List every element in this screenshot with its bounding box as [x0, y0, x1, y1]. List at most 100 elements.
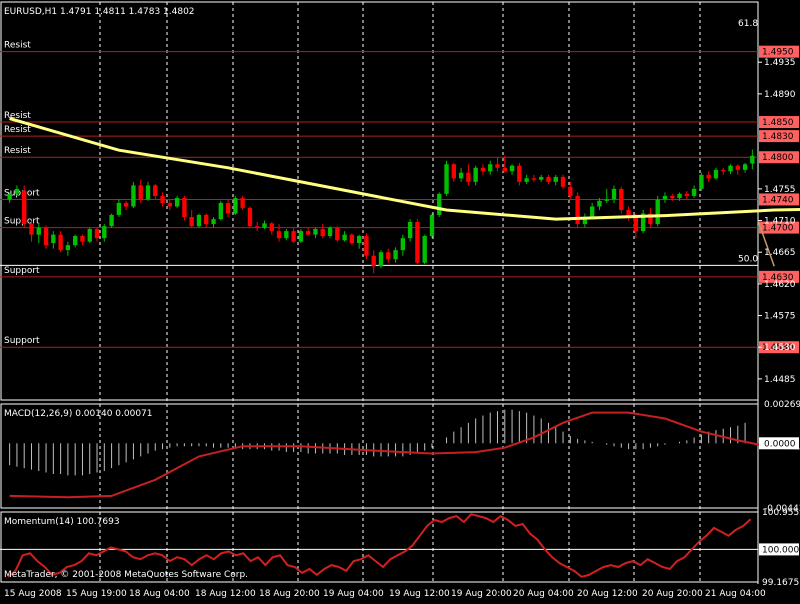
level-price-tag [759, 116, 799, 129]
level-price-tag [759, 221, 799, 234]
candle-body [648, 213, 653, 225]
candle-body [502, 167, 507, 172]
candle-body [167, 202, 173, 207]
level-price-tag [759, 270, 799, 283]
candle-body [320, 229, 325, 237]
time-tick-label: 18 Aug 12:00 [195, 589, 256, 599]
support-trendline [757, 220, 775, 267]
candle-body [742, 164, 748, 170]
candle-body [662, 195, 668, 200]
candle-body [553, 176, 558, 182]
candle-body [131, 185, 136, 207]
candle-body [247, 207, 253, 227]
candle-body [65, 245, 71, 251]
candle-body [451, 164, 456, 179]
level-price-tag-label: 1.4630 [762, 273, 794, 283]
macd-title: MACD(12,26,9) 0.00140 0.00071 [4, 409, 153, 419]
level-price-tag [759, 45, 799, 58]
grid-layer [0, 1, 759, 584]
candle-body [58, 234, 63, 251]
candle-body [364, 236, 369, 256]
copyright-text: MetaTrader, © 2001-2008 MetaQuotes Softw… [4, 570, 248, 580]
momentum-title: Momentum(14) 100.7693 [4, 517, 120, 527]
candle-body [415, 221, 420, 263]
price-tick-label: 1.4890 [764, 90, 796, 100]
level-label: Resist [4, 125, 31, 135]
candle-body [109, 214, 114, 227]
candle-body [640, 213, 646, 232]
candle-body [233, 198, 238, 214]
candle-body [473, 167, 478, 182]
price-tick-label: 1.4530 [764, 343, 796, 353]
candle-body [422, 236, 427, 263]
candle-body [255, 226, 260, 228]
candle-body [196, 214, 202, 227]
candle-body [575, 195, 580, 225]
candle-body [626, 210, 631, 218]
candle-body [218, 202, 223, 220]
candle-body [560, 176, 566, 187]
candle-body [276, 231, 282, 239]
level-price-tag-label: 1.4830 [762, 132, 794, 142]
axes: 1.4935 1.4890 1.4755 1.4710 1.4665 1.4620 1.45… [4, 19, 796, 599]
candle-body [145, 185, 151, 200]
candle-body [269, 223, 274, 232]
level-label: Support [4, 266, 40, 276]
time-tick-label: 18 Aug 04:00 [129, 589, 190, 599]
candle-body [87, 229, 92, 242]
candle-body [488, 164, 493, 172]
level-price-tag-label: 1.4800 [762, 153, 794, 163]
price-tick-label: 1.4575 [764, 312, 796, 322]
time-tick-label: 19 Aug 04:00 [323, 589, 384, 599]
level-label: Resist [4, 41, 31, 51]
candle-body [22, 191, 27, 225]
candle-body [699, 174, 704, 189]
candle-body [36, 227, 41, 235]
momentum-line [7, 513, 752, 578]
candle-body [509, 165, 515, 172]
candle-body [721, 169, 726, 172]
candle-body [116, 202, 122, 215]
candle-body [604, 199, 609, 201]
price-tick-label: 1.4755 [764, 185, 796, 195]
macd-tick-label: 0.00269 [764, 400, 800, 410]
candle-body [691, 188, 697, 196]
macd-panel: MACD(12,26,9) 0.00140 0.00071 0.00269 0.00… [4, 400, 800, 514]
candle-body [211, 219, 216, 225]
momentum-panel: Momentum(14) 100.7693 100.9552 100.0000 99.… [0, 508, 800, 588]
level-price-tag [759, 151, 799, 164]
candle-body [546, 176, 551, 182]
candle-body [51, 234, 56, 244]
candle-body [568, 186, 573, 196]
candle-body [713, 169, 719, 179]
candle-body [262, 223, 267, 228]
fib-label: 61.8 [738, 19, 758, 29]
level-price-tag-label: 1.4740 [762, 195, 794, 205]
level-label: Resist [4, 111, 31, 121]
candle-body [7, 193, 12, 200]
price-tick-label: 1.4620 [764, 280, 796, 290]
level-price-tag [759, 130, 799, 143]
price-tick-label: 1.4485 [764, 375, 796, 385]
candle-body [378, 252, 384, 267]
level-price-tag-label: 1.4950 [762, 48, 794, 58]
candle-body [123, 202, 129, 207]
momentum-tick-label: 100.9552 [762, 508, 800, 518]
time-tick-label: 15 Aug 2008 [4, 589, 62, 599]
candle-body [386, 252, 391, 260]
candle-body [735, 165, 740, 170]
candle-body [670, 195, 675, 199]
candle-body [80, 236, 85, 242]
candle-body [313, 229, 318, 235]
candle-body [182, 198, 187, 218]
candle-body [174, 198, 180, 207]
candle-body [94, 229, 100, 239]
candle-body [102, 226, 107, 239]
level-label: Support [4, 336, 40, 346]
symbol-info: EURUSD,H1 1.4791 1.4811 1.4783 1.4802 [4, 7, 195, 17]
momentum-100-tag [759, 543, 799, 556]
level-price-tag-label: 1.4530 [762, 343, 794, 353]
